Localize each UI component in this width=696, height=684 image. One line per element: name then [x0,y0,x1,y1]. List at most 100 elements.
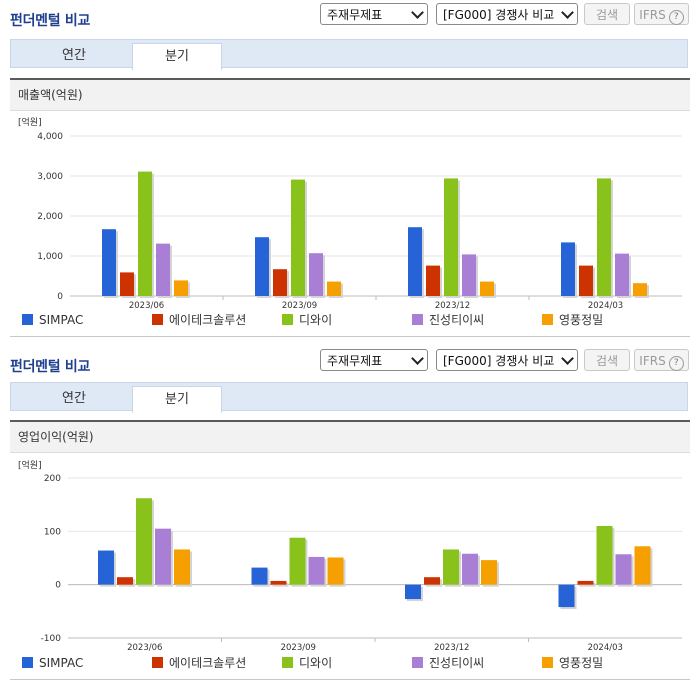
legend-swatch [282,657,293,668]
statement-select-value: 주재무제표 [327,8,383,22]
x-tick-label: 2023/12 [434,643,469,653]
x-tick-label: 2023/12 [435,301,470,311]
legend-label: SIMPAC [39,656,84,670]
legend-item[interactable]: 진성티이씨 [412,313,484,329]
bar [579,265,593,296]
chevron-down-icon [561,352,574,365]
bar [174,549,190,585]
legend-label: 영풍정밀 [559,313,604,327]
legend-label: 에이테크솔루션 [169,313,247,327]
bar [117,577,133,585]
bar [597,178,611,296]
bar [327,281,341,296]
bar [270,580,287,585]
statement-select-value: 주재무제표 [327,354,383,368]
legend-swatch [152,314,163,325]
divider [10,336,690,337]
legend-swatch [412,657,423,668]
peer-select[interactable]: [FG000] 경쟁사 비교 [436,3,578,25]
y-tick-label: 4,000 [37,132,63,142]
legend-swatch [22,657,33,668]
legend-label: 디와이 [299,313,333,327]
tab-quarterly[interactable]: 분기 [132,386,222,413]
search-button[interactable]: 검색 [584,3,630,25]
legend-swatch [542,314,553,325]
search-button[interactable]: 검색 [584,349,630,371]
bar [138,171,152,296]
bar [408,227,422,296]
bar [136,498,152,585]
bar [327,557,344,585]
legend-item[interactable]: SIMPAC [22,656,83,672]
section-header: 펀더멘털 비교 주재무제표 [FG000] 경쟁사 비교 검색 IFRS? [10,0,690,34]
revenue-chart: [억원] 0 1,000 2,000 3,000 4,000 2023/06 2023/09 2… [18,116,682,311]
legend-item[interactable]: SIMPAC [22,313,83,329]
y-tick-label: 3,000 [37,172,63,182]
bar [273,269,287,296]
bar [481,560,497,585]
chevron-down-icon [411,352,424,365]
chevron-down-icon [561,6,574,19]
y-tick-label: 1,000 [37,252,63,262]
legend-swatch [412,314,423,325]
bar [426,265,440,296]
section-header: 펀더멘털 비교 주재무제표 [FG000] 경쟁사 비교 검색 IFRS? [10,346,690,380]
y-tick-label: 100 [44,527,61,537]
chart-legend: SIMPAC 에이테크솔루션 디와이 진성티이씨 영풍정밀 [0,313,680,329]
bar [251,567,268,585]
legend-item[interactable]: 영풍정밀 [542,656,603,672]
x-tick-label: 2024/03 [588,643,623,653]
legend-swatch [22,314,33,325]
bar [255,237,269,296]
tab-annual[interactable]: 연간 [62,48,86,63]
bar [577,580,594,585]
bar [309,253,323,296]
divider [10,679,690,680]
statement-select[interactable]: 주재무제표 [320,349,428,371]
legend-swatch [152,657,163,668]
statement-select[interactable]: 주재무제표 [320,3,428,25]
peer-select[interactable]: [FG000] 경쟁사 비교 [436,349,578,371]
help-icon: ? [668,10,684,25]
legend-item[interactable]: 영풍정밀 [542,313,603,329]
bar-shadow [272,582,289,587]
ifrs-button[interactable]: IFRS? [634,3,689,25]
bar [308,556,325,585]
bar [155,528,171,585]
peer-select-value: [FG000] 경쟁사 비교 [443,354,555,368]
tab-quarterly[interactable]: 분기 [132,43,222,70]
tab-annual[interactable]: 연간 [62,391,86,406]
legend-item[interactable]: 에이테크솔루션 [152,656,246,672]
unit-label: [억원] [18,116,42,128]
operating-profit-chart: [억원] -100 0 100 200 2023/06 2023/09 2023/12 2024… [18,459,682,653]
legend-item[interactable]: 디와이 [282,313,332,329]
y-tick-label: -100 [41,634,62,644]
legend-item[interactable]: 진성티이씨 [412,656,484,672]
x-tick-label: 2023/06 [127,643,162,653]
legend-item[interactable]: 에이테크솔루션 [152,313,246,329]
bar [444,178,458,296]
bar [596,526,613,585]
bar [289,537,306,585]
bar [561,242,575,296]
bar-shadow [579,582,596,587]
chart-title: 영업이익(억원) [10,422,690,453]
bar [98,550,114,585]
bar [480,281,494,296]
bar [633,283,647,296]
bar [443,549,459,585]
legend-swatch [282,314,293,325]
legend-item[interactable]: 디와이 [282,656,332,672]
section-title: 펀더멘털 비교 [10,13,91,29]
chart-panel: 매출액(억원) [10,78,690,111]
y-tick-label: 0 [55,581,61,591]
ifrs-button[interactable]: IFRS? [634,349,689,371]
bar [424,577,440,585]
bar [615,253,629,296]
ifrs-label: IFRS [639,8,666,22]
bar [102,229,116,296]
chart-legend: SIMPAC 에이테크솔루션 디와이 진성티이씨 영풍정밀 [0,656,680,672]
period-tabs: 연간 분기 [10,39,688,70]
section-title: 펀더멘털 비교 [10,359,91,375]
bar [634,546,651,585]
